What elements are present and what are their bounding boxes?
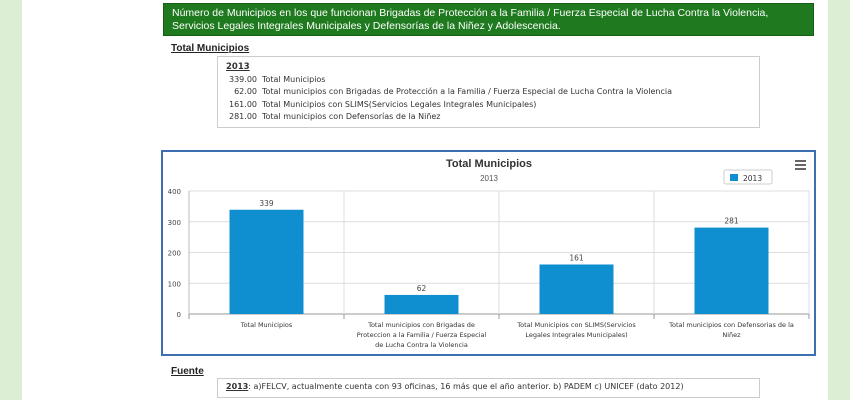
bar xyxy=(229,209,304,314)
summary-value: 281.00 xyxy=(229,112,257,121)
bar xyxy=(539,264,614,314)
fuente-text: : a)FELCV, actualmente cuenta con 93 ofi… xyxy=(248,382,684,391)
left-sidebar xyxy=(0,0,22,400)
x-tick-label: Legales Integrales Municipales) xyxy=(525,331,627,339)
total-municipios-link[interactable]: Total Municipios xyxy=(171,43,250,54)
summary-label: Total municipios con Defensorías de la N… xyxy=(262,112,441,121)
legend-label: 2013 xyxy=(743,174,762,183)
summary-value: 161.00 xyxy=(229,99,257,109)
bar xyxy=(694,227,769,314)
x-tick-label: Total Municipios xyxy=(240,321,293,329)
summary-row: 161.00 Total Municipios con SLIMS(Servici… xyxy=(226,99,751,112)
y-tick-label: 300 xyxy=(168,219,181,227)
summary-value: 339.00 xyxy=(229,74,257,84)
summary-row: 281.00 Total municipios con Defensorías d… xyxy=(226,111,751,124)
y-tick-label: 100 xyxy=(168,280,181,288)
summary-label: Total Municipios con SLIMS(Servicios Leg… xyxy=(262,99,537,109)
legend-swatch xyxy=(730,174,738,181)
right-sidebar xyxy=(828,0,850,400)
x-tick-label: Total municipios con Defensorias de la xyxy=(668,321,794,329)
chart-title: Total Municipios xyxy=(446,158,532,170)
summary-year[interactable]: 2013 xyxy=(226,62,250,72)
chart-subtitle: 2013 xyxy=(480,174,498,183)
x-tick-label: de Lucha Contra la Violencia xyxy=(375,341,468,349)
bar xyxy=(384,294,459,314)
bar-data-label: 281 xyxy=(724,217,739,226)
fuente-year: 2013 xyxy=(226,382,249,391)
bar-data-label: 339 xyxy=(259,199,274,208)
bar-data-label: 161 xyxy=(569,253,584,262)
x-tick-label: Total municipios con Brigadas de xyxy=(367,321,475,329)
y-tick-label: 0 xyxy=(177,311,181,319)
summary-box: 2013 339.00 Total Municipios 62.00 Total m… xyxy=(217,56,760,128)
fuente-link[interactable]: Fuente xyxy=(171,366,204,377)
y-tick-label: 400 xyxy=(168,188,181,196)
bar-data-label: 62 xyxy=(417,284,427,293)
y-tick-label: 200 xyxy=(168,250,181,258)
summary-label: Total Municipios xyxy=(262,74,326,84)
x-tick-label: Niñez xyxy=(722,331,741,339)
x-tick-label: Proteccion a la Familia / Fuerza Especia… xyxy=(357,331,487,339)
summary-row: 62.00 Total municipios con Brigadas de Pr… xyxy=(226,86,751,99)
hamburger-menu-icon[interactable] xyxy=(795,160,806,170)
summary-value: 62.00 xyxy=(234,87,257,96)
header-banner: Número de Municipios en los que funciona… xyxy=(163,3,814,36)
fuente-box: 2013: a)FELCV, actualmente cuenta con 93… xyxy=(217,378,760,398)
x-tick-label: Total Municipios con SLIMS(Servicios xyxy=(516,321,636,329)
summary-label: Total municipios con Brigadas de Protecc… xyxy=(262,87,673,96)
summary-row: 339.00 Total Municipios xyxy=(226,74,751,87)
